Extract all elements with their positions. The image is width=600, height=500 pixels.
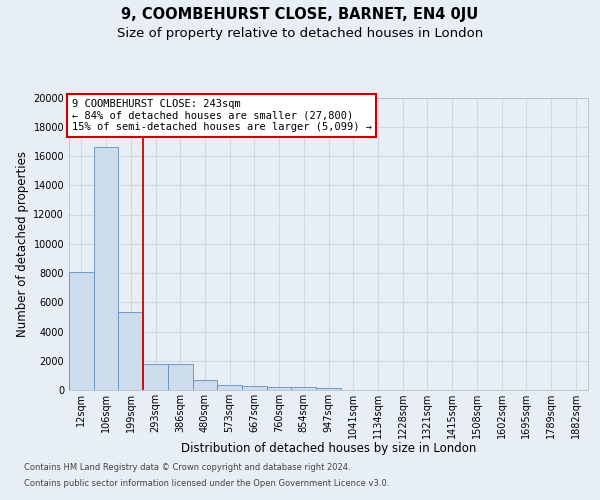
Text: Contains HM Land Registry data © Crown copyright and database right 2024.: Contains HM Land Registry data © Crown c… bbox=[24, 464, 350, 472]
Bar bbox=[143, 364, 168, 390]
Bar bbox=[193, 380, 217, 390]
Bar bbox=[242, 386, 267, 390]
Bar bbox=[168, 364, 193, 390]
Bar bbox=[69, 272, 94, 390]
Text: Contains public sector information licensed under the Open Government Licence v3: Contains public sector information licen… bbox=[24, 478, 389, 488]
Text: 9, COOMBEHURST CLOSE, BARNET, EN4 0JU: 9, COOMBEHURST CLOSE, BARNET, EN4 0JU bbox=[121, 8, 479, 22]
Bar bbox=[118, 312, 143, 390]
Bar bbox=[267, 387, 292, 390]
Text: 9 COOMBEHURST CLOSE: 243sqm
← 84% of detached houses are smaller (27,800)
15% of: 9 COOMBEHURST CLOSE: 243sqm ← 84% of det… bbox=[71, 99, 371, 132]
Bar bbox=[94, 147, 118, 390]
Bar bbox=[217, 384, 242, 390]
Bar bbox=[316, 388, 341, 390]
Bar bbox=[292, 388, 316, 390]
Y-axis label: Number of detached properties: Number of detached properties bbox=[16, 151, 29, 337]
Text: Size of property relative to detached houses in London: Size of property relative to detached ho… bbox=[117, 28, 483, 40]
X-axis label: Distribution of detached houses by size in London: Distribution of detached houses by size … bbox=[181, 442, 476, 456]
